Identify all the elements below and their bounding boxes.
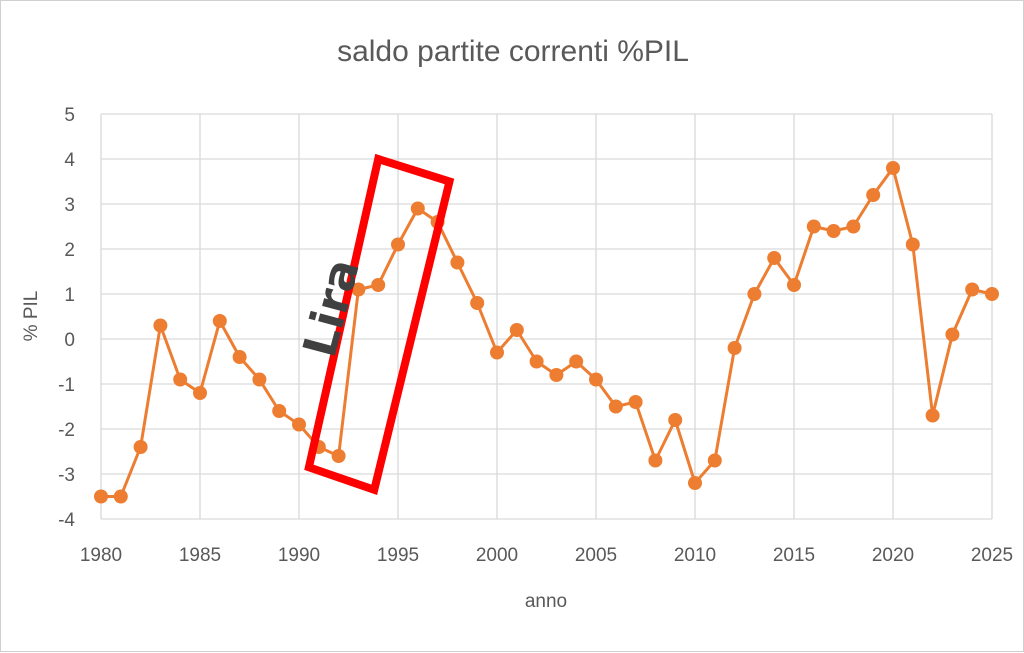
annotation-box	[304, 153, 455, 495]
data-point	[905, 237, 920, 252]
y-tick-label: -3	[58, 465, 75, 486]
chart-title: saldo partite correnti %PIL	[337, 35, 689, 68]
x-tick-label: 2005	[575, 545, 617, 566]
data-point	[232, 350, 247, 364]
data-point	[787, 278, 801, 292]
x-tick-label: 2015	[773, 545, 815, 566]
data-point	[391, 237, 405, 252]
data-point	[826, 224, 841, 238]
data-point	[470, 296, 485, 310]
data-point	[747, 287, 762, 301]
data-point	[945, 327, 960, 342]
data-point	[985, 287, 999, 301]
data-point	[648, 453, 663, 468]
data-point	[608, 399, 623, 414]
series-layer	[94, 161, 999, 504]
data-point	[509, 323, 524, 337]
y-axis-ticks: -4 -3 -2 -1 0 1 2 3 4 5	[58, 105, 75, 531]
y-axis-title: % PIL	[21, 291, 42, 342]
data-point	[589, 372, 603, 387]
data-point	[529, 354, 544, 369]
y-tick-label: 4	[64, 150, 75, 171]
x-tick-label: 1995	[377, 545, 419, 566]
x-tick-label: 1980	[80, 545, 122, 566]
data-point	[569, 354, 584, 369]
y-tick-label: -1	[58, 375, 75, 396]
y-tick-label: 3	[64, 195, 75, 216]
gridlines	[100, 113, 993, 520]
x-tick-label: 1990	[278, 545, 320, 566]
data-point	[886, 161, 900, 175]
y-tick-label: -2	[58, 420, 75, 441]
data-point	[767, 251, 782, 265]
data-point	[94, 489, 108, 504]
data-point	[688, 476, 702, 490]
x-tick-label: 2025	[971, 545, 1013, 566]
data-point	[727, 341, 742, 355]
data-point	[410, 201, 425, 216]
annotation-label: Lira	[292, 253, 370, 362]
data-point	[153, 318, 168, 333]
data-point	[925, 408, 940, 423]
data-point	[490, 345, 504, 360]
data-point	[371, 278, 386, 292]
data-point	[707, 453, 722, 468]
annotation-layer: Lira	[292, 153, 455, 495]
data-point	[133, 440, 148, 454]
x-axis-title: anno	[525, 591, 567, 612]
y-tick-label: -4	[58, 510, 75, 531]
x-axis-ticks: 1980 1985 1990 1995 2000 2005 2010 2015 2020 2025	[80, 545, 1013, 566]
data-point	[173, 372, 188, 387]
data-point	[668, 413, 683, 427]
x-tick-label: 2020	[872, 545, 914, 566]
data-point	[272, 404, 287, 418]
data-point	[806, 219, 821, 234]
x-tick-label: 1985	[179, 545, 221, 566]
data-point	[628, 395, 643, 409]
y-tick-label: 5	[64, 105, 75, 126]
data-point	[292, 417, 306, 432]
y-tick-label: 2	[64, 240, 75, 261]
data-point	[450, 255, 465, 270]
data-point	[965, 282, 980, 297]
series-line	[101, 166, 993, 498]
data-point	[351, 282, 366, 297]
data-point	[113, 489, 128, 504]
x-tick-label: 2010	[674, 545, 716, 566]
data-point	[331, 449, 346, 463]
data-point	[212, 314, 227, 328]
x-tick-label: 2000	[476, 545, 518, 566]
data-point	[252, 372, 267, 387]
data-point	[846, 219, 861, 234]
data-point	[193, 386, 207, 400]
y-tick-label: 1	[64, 285, 75, 306]
y-tick-label: 0	[64, 330, 75, 351]
data-point	[866, 188, 881, 202]
data-point	[549, 368, 564, 382]
